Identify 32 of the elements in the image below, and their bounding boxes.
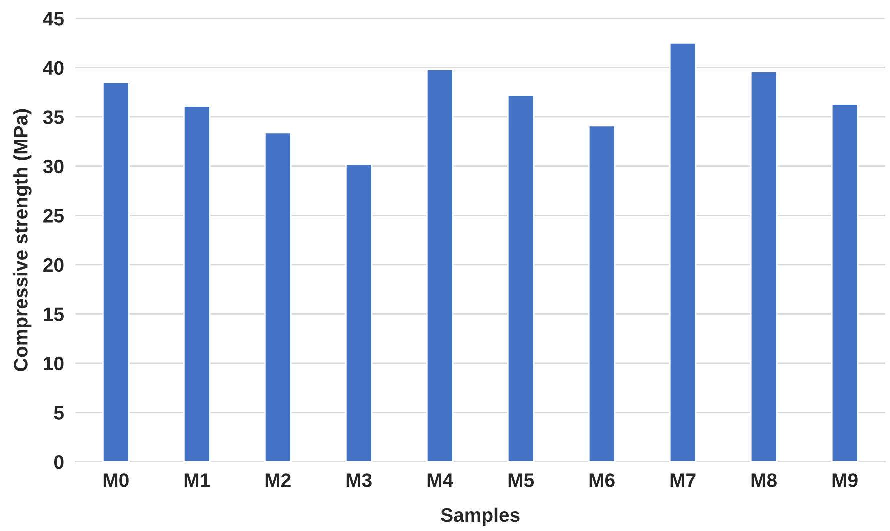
y-tick-label: 35 [43, 110, 64, 124]
bar [750, 71, 778, 462]
bar [507, 94, 535, 462]
y-tick-label: 10 [44, 356, 64, 371]
x-tick-label: M7 [670, 474, 696, 488]
y-tick-label: 30 [43, 160, 64, 174]
bar [588, 125, 616, 462]
x-tick-label: M8 [752, 474, 777, 488]
bar [183, 106, 211, 462]
x-tick-label: M0 [104, 474, 129, 488]
bar [345, 164, 373, 462]
y-tick-label: 20 [44, 258, 64, 272]
y-tick-label: 25 [44, 209, 64, 223]
bar [669, 42, 697, 462]
x-tick-label: M3 [346, 474, 372, 488]
x-tick-label: M5 [508, 474, 534, 488]
y-tick-label: 45 [43, 12, 64, 26]
y-tick-label: 5 [54, 406, 64, 420]
bar [264, 132, 292, 462]
y-tick-label: 15 [44, 308, 64, 322]
y-tick-label: 0 [54, 455, 64, 470]
x-tick-label: M2 [266, 474, 291, 488]
x-tick-label: M4 [428, 474, 454, 488]
x-tick-label: M9 [832, 474, 858, 488]
bar [831, 104, 859, 462]
bar [102, 82, 130, 462]
y-tick-label: 40 [43, 61, 64, 76]
y-axis-title: Compressive strength (MPa) [14, 109, 32, 372]
x-axis-title: Samples [441, 508, 520, 526]
bar [426, 69, 454, 462]
x-tick-label: M1 [184, 474, 210, 488]
x-tick-label: M6 [590, 474, 615, 488]
